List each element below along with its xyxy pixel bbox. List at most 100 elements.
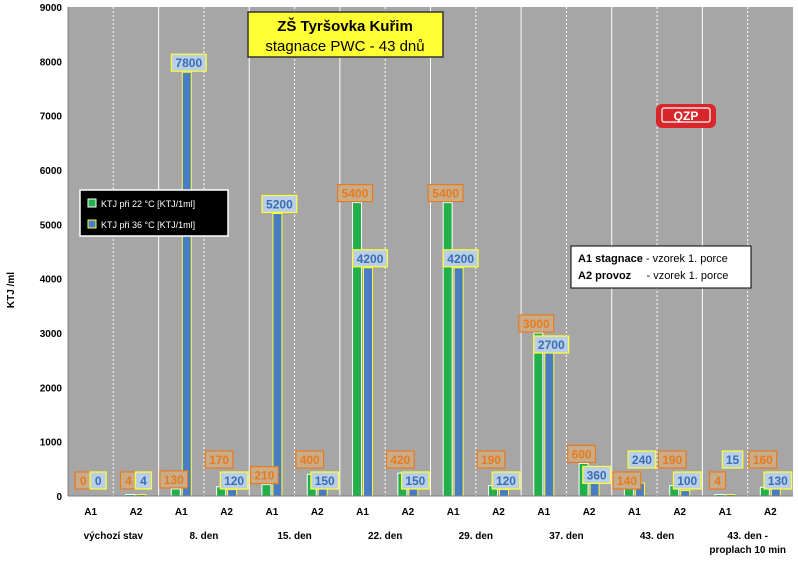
value-label-box <box>612 471 642 490</box>
group-label-line-2: proplach 10 min <box>709 545 786 556</box>
y-tick-label: 3000 <box>40 329 63 340</box>
bar-ktj-36 <box>181 71 192 497</box>
sample-note-box: A1 stagnace - vzorek 1. porce A2 provoz … <box>570 245 752 289</box>
value-label-box <box>295 450 325 469</box>
value-label: 160 <box>753 453 773 467</box>
group-label: 15. den <box>277 531 311 542</box>
value-label: 420 <box>390 453 410 467</box>
x-tick-label: A2 <box>401 507 414 518</box>
bar-ktj-22 <box>442 202 453 497</box>
y-tick-label: 6000 <box>40 166 63 177</box>
legend-label-22: KTJ při 22 °C [KTJ/1ml] <box>101 199 195 209</box>
group-label: 37. den <box>549 531 583 542</box>
x-tick-label: A1 <box>175 507 188 518</box>
value-label: 120 <box>496 474 516 488</box>
qzp-logo: QZP <box>656 104 716 128</box>
legend: KTJ při 22 °C [KTJ/1ml] KTJ při 36 °C [K… <box>79 189 229 237</box>
value-label-box <box>518 314 555 333</box>
note-line-1-key: A1 stagnace <box>578 253 643 265</box>
value-label: 360 <box>587 468 607 482</box>
value-label-box <box>476 450 506 469</box>
value-label: 120 <box>224 474 244 488</box>
value-label: 150 <box>315 474 335 488</box>
value-label: 190 <box>481 453 501 467</box>
value-label: 400 <box>300 453 320 467</box>
group-labels: výchozí stav 8. den 15. den 22. den 29. den 3… <box>84 531 786 556</box>
y-tick-label: 0 <box>56 492 62 503</box>
value-label: 190 <box>662 453 682 467</box>
value-label-box <box>159 470 189 489</box>
y-tick-label: 2000 <box>40 383 63 394</box>
value-label-box <box>219 471 249 490</box>
value-label: 130 <box>768 474 788 488</box>
value-label: 170 <box>209 453 229 467</box>
group-label: 22. den <box>368 531 402 542</box>
y-tick-label: 4000 <box>40 275 63 286</box>
bar-ktj-22 <box>352 202 363 497</box>
note-line-1: A1 stagnace - vzorek 1. porce <box>578 253 728 265</box>
logo-frame <box>661 107 711 123</box>
value-label-box <box>170 53 207 72</box>
legend-swatch-36 <box>87 219 97 229</box>
value-label-box <box>352 249 389 268</box>
bar-ktj-22 <box>533 332 544 497</box>
value-label: 5200 <box>266 197 293 211</box>
value-label: 210 <box>254 469 274 483</box>
value-label-box <box>533 335 570 354</box>
note-line-2-key: A2 provoz <box>578 270 632 282</box>
chart-title: ZŠ Tyršovka Kuřim <box>277 17 413 35</box>
value-label-box <box>310 471 340 490</box>
value-label: 4200 <box>357 252 384 266</box>
value-label: 130 <box>164 473 184 487</box>
x-tick-label: A1 <box>537 507 550 518</box>
x-tick-label: A2 <box>583 507 596 518</box>
value-label: 2700 <box>538 338 565 352</box>
value-label-box <box>763 471 793 490</box>
value-label: 0 <box>80 474 87 488</box>
chart-subtitle: stagnace PWC - 43 dnů <box>265 38 424 55</box>
x-tick-label: A1 <box>84 507 97 518</box>
note-background <box>570 245 752 289</box>
value-label-box <box>657 450 687 469</box>
y-axis-label: KTJ /ml <box>6 272 17 308</box>
bars <box>125 71 781 497</box>
group-label: 43. den <box>640 531 674 542</box>
value-label: 4200 <box>447 252 474 266</box>
group-label: 43. den - <box>727 531 768 542</box>
value-label: 600 <box>572 447 592 461</box>
y-tick-labels: 0 1000 2000 3000 4000 5000 6000 7000 8000 9000 <box>40 3 63 503</box>
y-tick-label: 9000 <box>40 3 63 14</box>
value-label: 15 <box>726 453 740 467</box>
value-label: 5400 <box>432 187 459 201</box>
x-tick-label: A1 <box>628 507 641 518</box>
bar-ktj-36 <box>227 488 238 497</box>
legend-swatch-22 <box>87 198 97 208</box>
value-label-box <box>627 450 657 469</box>
value-label-box <box>134 471 153 490</box>
group-label: výchozí stav <box>84 531 144 542</box>
x-tick-label: A1 <box>266 507 279 518</box>
value-label-box <box>204 450 234 469</box>
value-label-box <box>400 471 430 490</box>
value-label-box <box>708 471 727 490</box>
bar-ktj-36 <box>363 267 374 497</box>
x-tick-label: A2 <box>311 507 324 518</box>
title-background <box>247 11 444 58</box>
bar-ktj-22 <box>170 488 181 497</box>
value-label-box <box>385 450 415 469</box>
bar-ktj-36 <box>453 267 464 497</box>
value-label-box <box>89 471 107 490</box>
value-label: 4 <box>125 474 132 488</box>
x-tick-labels: A1 A2 A1 A2 A1 A2 A1 A2 A1 A2 A1 A2 A1 A2 A1 A2 <box>84 507 777 518</box>
y-tick-label: 8000 <box>40 57 63 68</box>
bar-ktj-36 <box>272 212 283 497</box>
value-label-box <box>582 465 611 484</box>
bar-ktj-36 <box>770 488 781 497</box>
value-label-box <box>491 471 521 490</box>
x-tick-label: A2 <box>220 507 233 518</box>
value-label-box <box>748 450 778 469</box>
bar-ktj-36 <box>680 490 691 497</box>
value-label: 4 <box>140 474 147 488</box>
